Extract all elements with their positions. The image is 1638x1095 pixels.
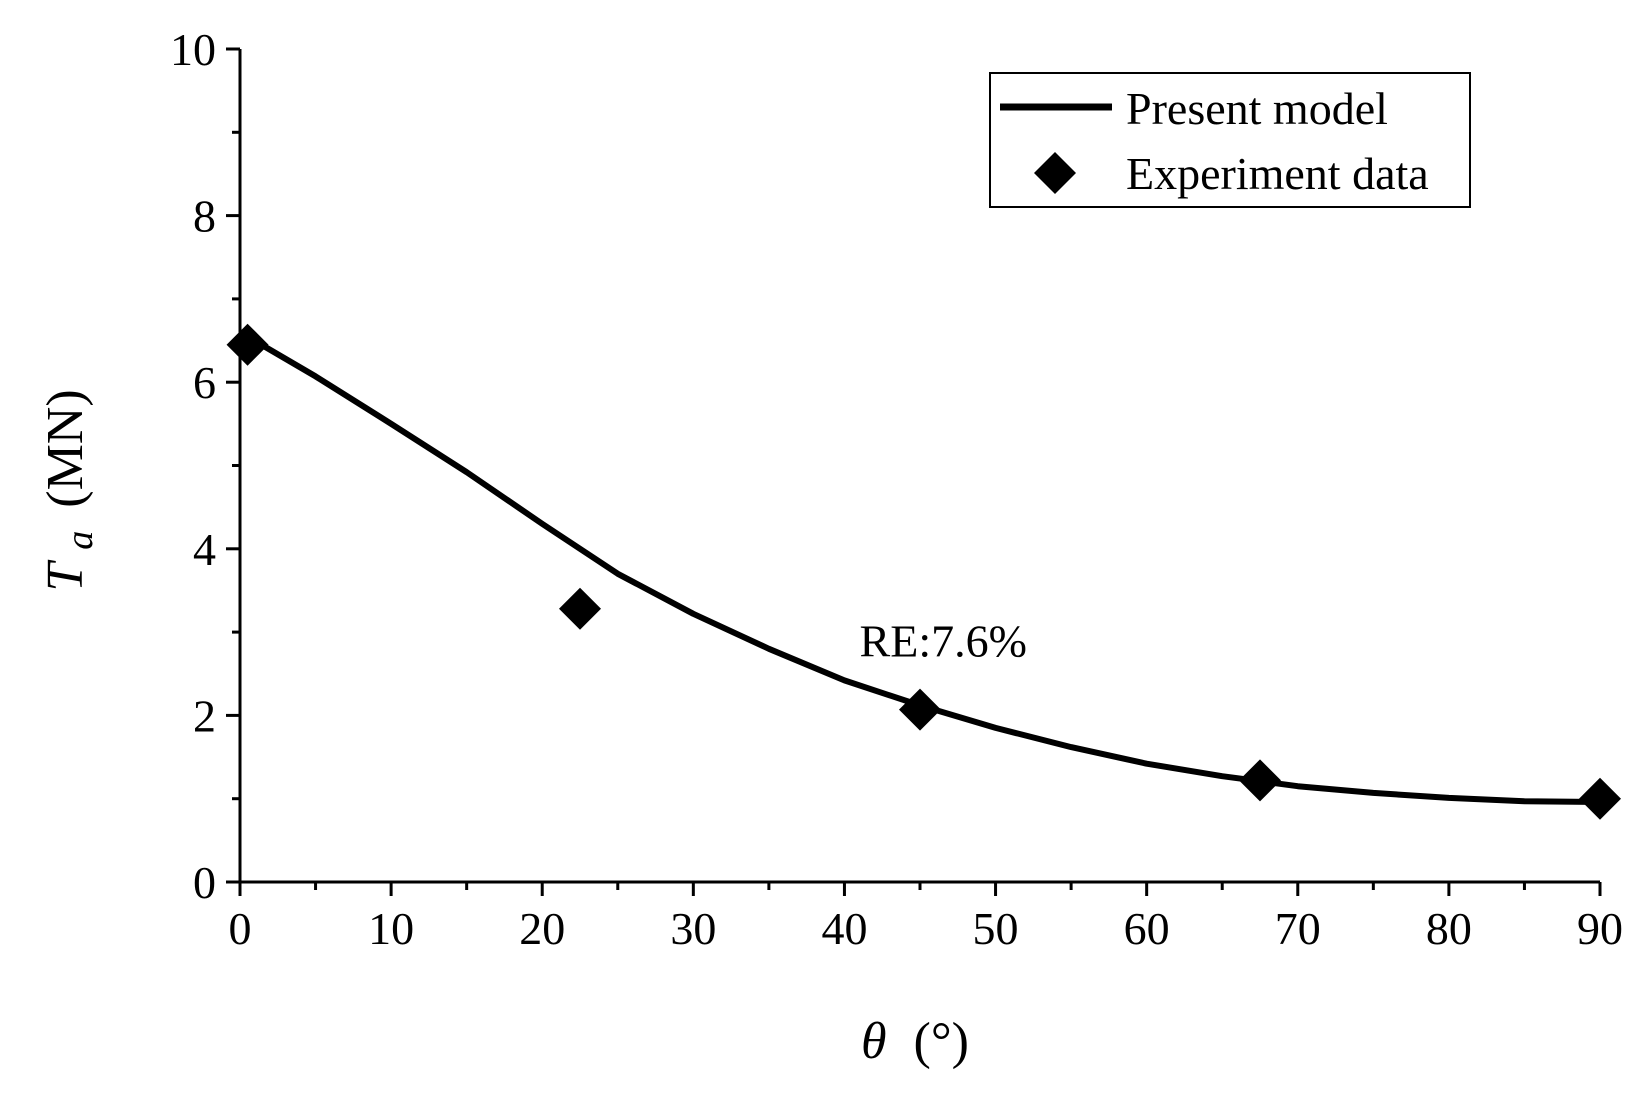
x-tick-label: 0 [229,903,252,954]
experiment-data-point [899,688,941,731]
present-model-line [238,329,1601,805]
legend-frame [989,72,1471,208]
relative-error-annotation: RE:7.6% [860,615,1027,666]
y-axis-symbol: T [37,560,94,592]
y-axis-unit: (MN) [37,389,94,507]
y-axis-subscript: a [59,531,101,550]
y-tick-label: 2 [193,690,216,741]
x-tick-label: 20 [519,903,565,954]
x-axis-title: θ (°) [861,1013,969,1070]
x-tick-label: 80 [1426,903,1472,954]
experiment-data-markers [226,323,1621,820]
experiment-data-point [559,587,601,630]
y-tick-label: 0 [193,857,216,908]
experiment-data-point [226,323,269,366]
legend-diamond-swatch [1034,152,1076,194]
y-tick-label: 4 [193,524,216,575]
x-tick-label: 90 [1577,903,1623,954]
x-axis-symbol: θ [861,1013,887,1070]
x-tick-label: 10 [368,903,414,954]
x-tick-label: 30 [670,903,716,954]
experiment-data-point [1579,777,1621,820]
legend-label-experiment-data: Experiment data [1126,148,1429,199]
legend: Present model Experiment data [989,72,1471,208]
x-axis-unit: (°) [914,1013,969,1070]
tick-marks [226,47,1602,896]
y-tick-label: 6 [193,357,216,408]
x-tick-label: 50 [973,903,1019,954]
y-tick-label: 8 [193,191,216,242]
legend-label-present-model: Present model [1126,83,1388,134]
experiment-data-point [1239,759,1281,802]
y-axis-title: T a (MN) [37,389,104,591]
x-tick-label: 40 [821,903,867,954]
x-tick-label: 60 [1124,903,1170,954]
y-tick-label: 10 [170,24,216,75]
x-tick-label: 70 [1275,903,1321,954]
tick-labels: 0 10 20 30 40 50 60 70 80 90 0 2 4 6 8 10 [170,24,1623,954]
